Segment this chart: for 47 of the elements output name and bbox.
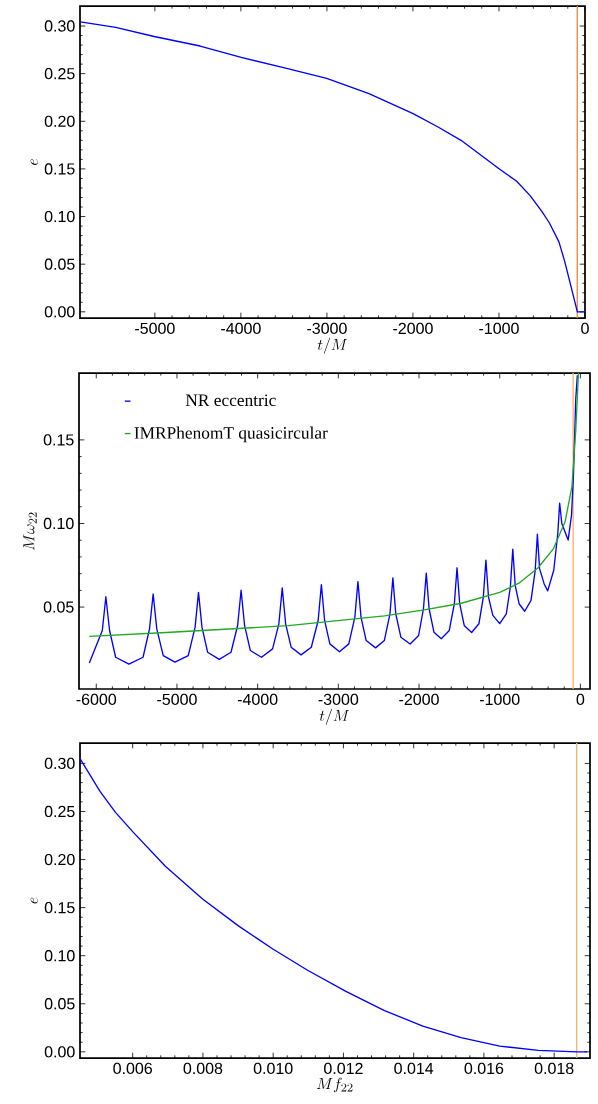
y-tick-label: 0.00 bbox=[44, 306, 75, 318]
y-tick-label: 0.05 bbox=[43, 601, 74, 613]
x-tick-label: 0.016 bbox=[464, 1062, 504, 1075]
x-tick-label: 0.014 bbox=[394, 1062, 434, 1075]
y-axis-title: $e$ bbox=[30, 158, 38, 165]
y-tick-label: 0.15 bbox=[43, 434, 74, 446]
y-tick-label: 0.10 bbox=[44, 210, 75, 223]
y-tick-label: 0.20 bbox=[44, 115, 75, 127]
y-tick-label: 0.05 bbox=[44, 258, 75, 270]
text: NR eccentric bbox=[185, 394, 276, 407]
x-tick-label: -2000 bbox=[399, 693, 439, 706]
x-tick-label: -5000 bbox=[135, 322, 175, 335]
y-tick-label: 0.15 bbox=[44, 901, 75, 914]
x-tick-label: -6000 bbox=[76, 693, 117, 706]
x-tick-label: -2000 bbox=[393, 322, 433, 335]
x-tick-label: 0.018 bbox=[534, 1062, 574, 1075]
line-series bbox=[80, 757, 588, 1053]
y-axis-title: $e$ bbox=[30, 897, 38, 904]
y-tick-label: 0.15 bbox=[44, 163, 75, 175]
legend-label: IMRPhenomT quasicircular bbox=[134, 426, 328, 443]
y-tick-label: 0.00 bbox=[44, 1046, 75, 1058]
x-tick-label: 0 bbox=[581, 322, 589, 335]
x-tick-label: 0.008 bbox=[183, 1062, 223, 1075]
y-tick-label: 0.20 bbox=[44, 853, 75, 866]
x-axis-title: $M f_{22}$ bbox=[317, 1077, 353, 1093]
x-tick-label: -3000 bbox=[318, 693, 359, 706]
x-tick-label: -4000 bbox=[237, 693, 278, 706]
x-tick-label: 0.012 bbox=[324, 1062, 363, 1075]
x-tick-label: -1000 bbox=[479, 322, 519, 335]
x-tick-label: 0.006 bbox=[113, 1062, 152, 1075]
x-tick-label: -5000 bbox=[157, 693, 197, 706]
y-axis-title: $M\omega_{22}$ bbox=[23, 512, 37, 551]
y-tick-label: 0.30 bbox=[44, 757, 75, 770]
x-tick-label: 0 bbox=[576, 693, 585, 706]
y-tick-label: 0.10 bbox=[44, 950, 75, 962]
y-tick-label: 0.10 bbox=[43, 517, 74, 530]
x-tick-label: -1000 bbox=[479, 693, 520, 706]
y-tick-label: 0.25 bbox=[44, 67, 75, 80]
y-tick-label: 0.30 bbox=[44, 20, 75, 32]
x-axis-title: $t/M$ bbox=[317, 337, 348, 354]
x-tick-label: -4000 bbox=[221, 322, 261, 335]
x-tick-label: 0.010 bbox=[253, 1062, 293, 1075]
x-axis-title: $t/M$ bbox=[319, 708, 350, 725]
x-tick-label: -3000 bbox=[307, 322, 347, 335]
y-tick-label: 0.05 bbox=[44, 998, 75, 1010]
line-series bbox=[80, 21, 585, 313]
y-tick-label: 0.25 bbox=[44, 805, 75, 818]
